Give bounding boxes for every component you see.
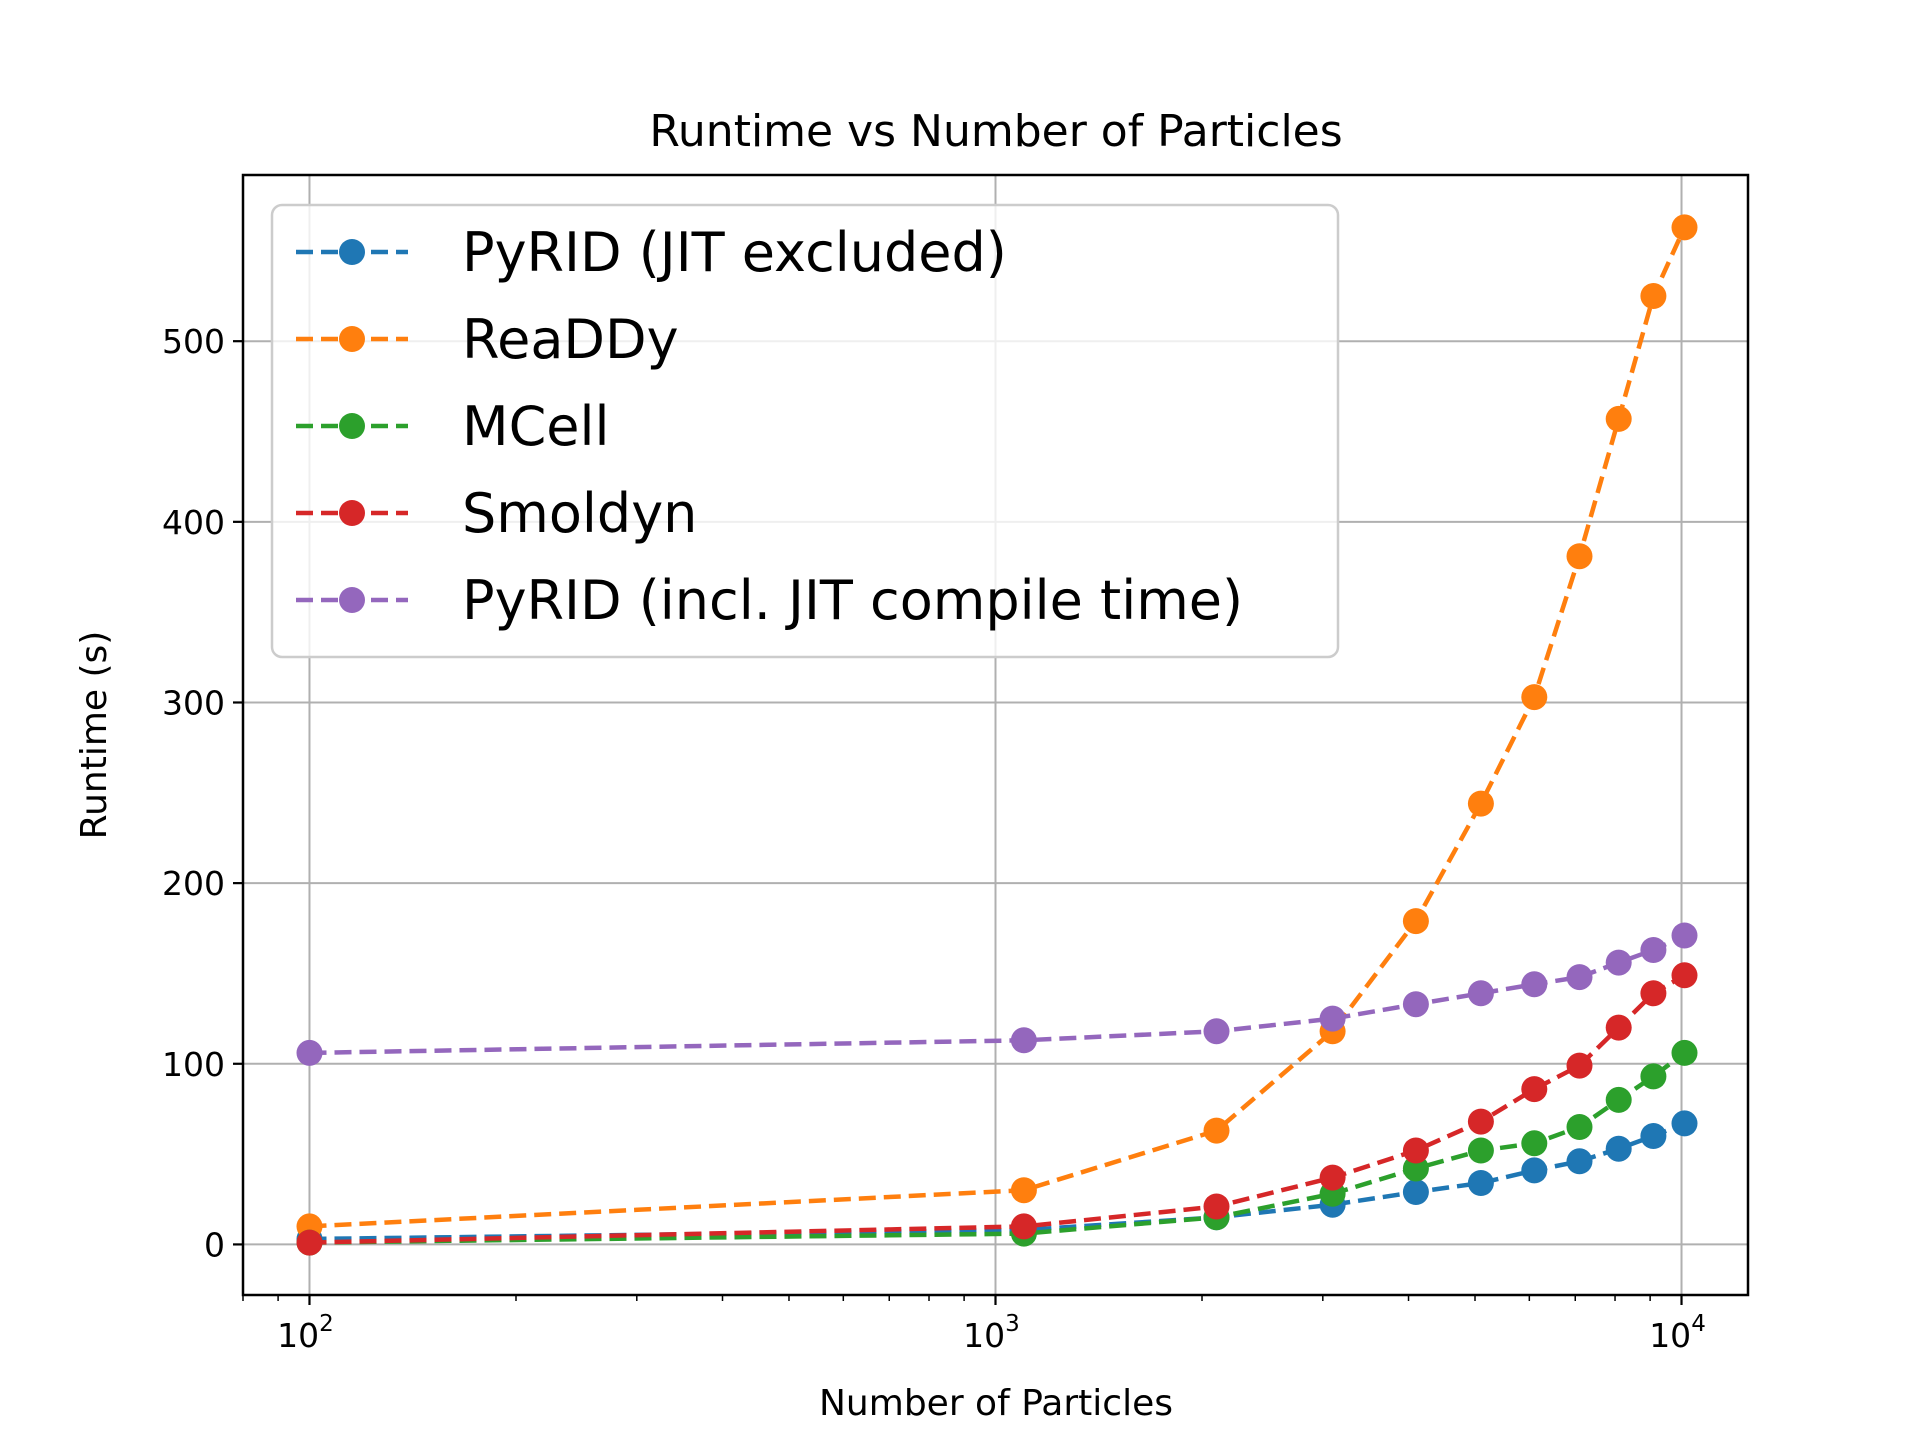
data-point	[1566, 1114, 1593, 1140]
data-point	[1605, 1135, 1632, 1162]
data-point	[1640, 283, 1667, 309]
x-axis-label: Number of Particles	[819, 1383, 1173, 1424]
legend-marker	[339, 326, 365, 352]
data-point	[1640, 1063, 1667, 1090]
legend-label: MCell	[462, 395, 610, 458]
data-point	[296, 1039, 323, 1066]
data-point	[1521, 684, 1548, 711]
data-point	[1203, 1193, 1230, 1220]
data-point	[1566, 1052, 1593, 1079]
data-point	[1402, 1179, 1429, 1205]
data-point	[1671, 214, 1698, 241]
data-point	[1671, 1039, 1698, 1066]
data-point	[1402, 908, 1429, 935]
data-point	[1605, 1086, 1632, 1113]
chart-title: Runtime vs Number of Particles	[649, 106, 1342, 157]
series-group	[296, 962, 1698, 1256]
legend-box	[270, 203, 1340, 659]
series-group	[296, 214, 1698, 1240]
y-tick-label: 500	[162, 322, 225, 361]
data-point	[1319, 1005, 1346, 1032]
data-point	[1640, 980, 1667, 1007]
legend-marker	[339, 413, 365, 439]
data-point	[1521, 1157, 1548, 1184]
data-point	[1566, 964, 1593, 991]
y-tick-label: 0	[204, 1225, 225, 1264]
data-point	[1566, 543, 1593, 570]
data-point	[1402, 1137, 1429, 1164]
y-tick-label: 100	[162, 1045, 225, 1084]
x-tick-exponent: 4	[1691, 1311, 1706, 1337]
legend: PyRID (JIT excluded) ReaDDy MCell Smoldyn Py…	[270, 203, 1340, 659]
data-point	[1203, 1117, 1230, 1144]
data-point	[1010, 1027, 1037, 1054]
data-point	[1671, 1110, 1698, 1137]
data-point	[1402, 1155, 1429, 1182]
data-point	[1010, 1177, 1037, 1204]
data-point	[1605, 1014, 1632, 1041]
x-tick-exponent: 3	[1005, 1311, 1020, 1337]
y-tick-label: 400	[162, 503, 225, 542]
data-point	[1671, 962, 1698, 989]
y-axis-label: Runtime (s)	[74, 631, 115, 840]
legend-marker	[339, 239, 365, 265]
data-point	[1319, 1164, 1346, 1191]
data-point	[1467, 1108, 1494, 1135]
data-point	[1203, 1018, 1230, 1045]
legend-label: Smoldyn	[462, 482, 697, 545]
data-point	[1467, 980, 1494, 1007]
legend-label: PyRID (incl. JIT compile time)	[462, 569, 1243, 632]
data-point	[1467, 790, 1494, 817]
legend-label: ReaDDy	[462, 308, 679, 371]
data-point	[1521, 1130, 1548, 1157]
data-point	[1671, 922, 1698, 949]
legend-label: PyRID (JIT excluded)	[462, 221, 1007, 284]
data-point	[1640, 1123, 1667, 1149]
data-point	[296, 1229, 323, 1256]
y-tick-label: 200	[162, 864, 225, 903]
series-group	[296, 922, 1698, 1066]
data-point	[1640, 937, 1667, 963]
data-point	[1566, 1148, 1593, 1175]
plot-series	[296, 214, 1698, 1256]
data-point	[1521, 971, 1548, 998]
data-point	[1521, 1076, 1548, 1103]
data-point	[1402, 991, 1429, 1018]
data-point	[1605, 405, 1632, 432]
legend-marker	[339, 500, 365, 526]
data-point	[1605, 949, 1632, 976]
x-tick-exponent: 2	[319, 1311, 334, 1337]
data-point	[1467, 1137, 1494, 1164]
y-tick-label: 300	[162, 683, 225, 722]
legend-marker	[339, 587, 365, 613]
data-point	[1010, 1213, 1037, 1240]
data-point	[1467, 1170, 1494, 1196]
